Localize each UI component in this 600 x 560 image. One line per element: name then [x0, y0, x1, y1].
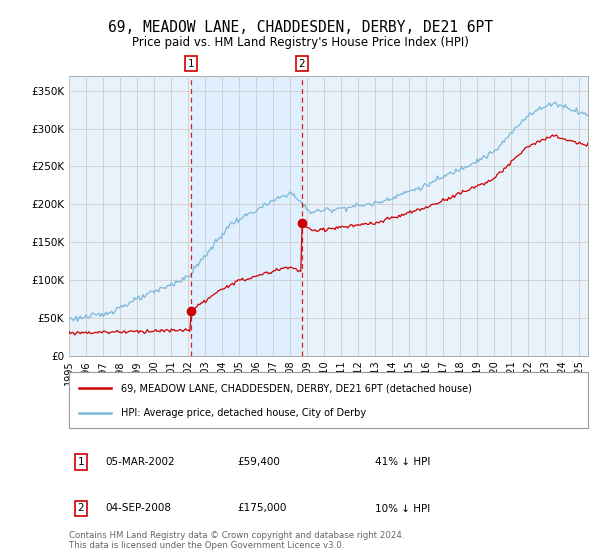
- Text: Contains HM Land Registry data © Crown copyright and database right 2024.
This d: Contains HM Land Registry data © Crown c…: [69, 530, 404, 550]
- Text: £175,000: £175,000: [237, 503, 286, 514]
- Text: 05-MAR-2002: 05-MAR-2002: [105, 457, 175, 467]
- Text: 10% ↓ HPI: 10% ↓ HPI: [375, 503, 430, 514]
- Text: 2: 2: [298, 59, 305, 69]
- FancyBboxPatch shape: [69, 372, 588, 428]
- Text: Price paid vs. HM Land Registry's House Price Index (HPI): Price paid vs. HM Land Registry's House …: [131, 36, 469, 49]
- Text: £59,400: £59,400: [237, 457, 280, 467]
- Text: 04-SEP-2008: 04-SEP-2008: [105, 503, 171, 514]
- Text: 1: 1: [77, 457, 85, 467]
- Text: 2: 2: [77, 503, 85, 514]
- Text: 1: 1: [188, 59, 194, 69]
- Text: 41% ↓ HPI: 41% ↓ HPI: [375, 457, 430, 467]
- Bar: [191, 76, 302, 356]
- Text: 69, MEADOW LANE, CHADDESDEN, DERBY, DE21 6PT (detached house): 69, MEADOW LANE, CHADDESDEN, DERBY, DE21…: [121, 383, 472, 393]
- Text: HPI: Average price, detached house, City of Derby: HPI: Average price, detached house, City…: [121, 408, 366, 418]
- Text: 69, MEADOW LANE, CHADDESDEN, DERBY, DE21 6PT: 69, MEADOW LANE, CHADDESDEN, DERBY, DE21…: [107, 20, 493, 35]
